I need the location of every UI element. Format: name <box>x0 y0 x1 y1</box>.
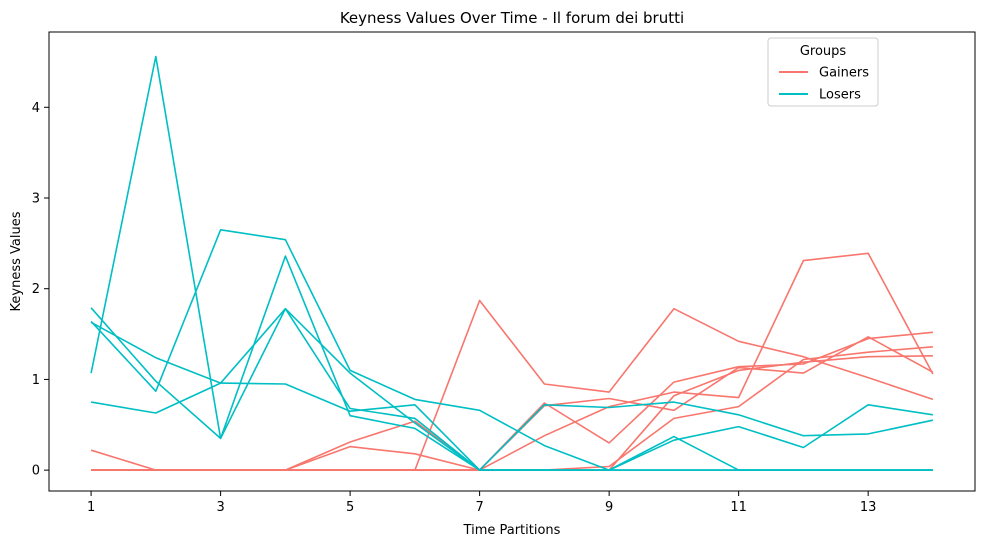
y-tick-label: 4 <box>32 101 40 116</box>
y-axis-label: Keyness Values <box>9 211 24 311</box>
series-line-gainers-5 <box>91 335 934 471</box>
legend-label-losers: Losers <box>819 88 861 103</box>
x-tick-label: 9 <box>605 500 613 515</box>
series-line-losers-8 <box>90 229 934 471</box>
x-tick-label: 5 <box>346 500 354 515</box>
y-tick-label: 1 <box>32 373 40 388</box>
y-axis: 0 1 2 3 4 <box>32 101 49 479</box>
x-tick-label: 13 <box>860 500 877 515</box>
plot-area <box>48 31 976 492</box>
y-tick-label: 3 <box>32 192 40 207</box>
x-tick-label: 11 <box>730 500 747 515</box>
chart-title: Keyness Values Over Time - Il forum dei … <box>340 9 684 27</box>
legend-entries: Gainers Losers <box>779 66 869 103</box>
series-line-gainers-4 <box>91 346 933 471</box>
y-tick-label: 0 <box>32 464 40 479</box>
legend-label-gainers: Gainers <box>819 66 869 81</box>
x-axis: 1 3 5 7 9 11 13 <box>87 491 876 515</box>
x-tick-label: 3 <box>216 500 224 515</box>
series-line-losers-11 <box>90 307 933 471</box>
x-tick-label: 7 <box>475 500 483 515</box>
series-layer <box>90 55 934 471</box>
legend: Groups Gainers Losers <box>767 37 879 107</box>
series-line-gainers-3 <box>91 331 933 471</box>
legend-box <box>767 37 879 107</box>
legend-title: Groups <box>800 44 847 59</box>
x-tick-label: 1 <box>87 500 95 515</box>
y-tick-label: 2 <box>32 282 40 297</box>
series-line-losers-9 <box>90 321 934 471</box>
x-axis-label: Time Partitions <box>463 523 561 538</box>
series-line-losers-7 <box>90 55 933 471</box>
